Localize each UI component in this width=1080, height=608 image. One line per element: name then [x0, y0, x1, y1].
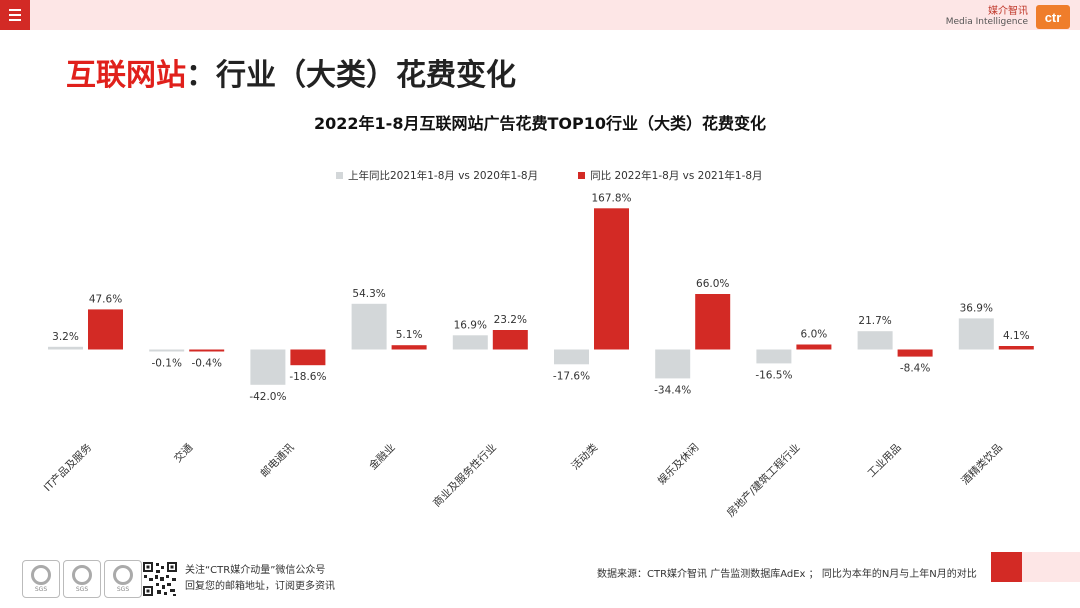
bar-prev-1	[149, 349, 185, 352]
data-label-prev-6: -34.4%	[654, 384, 691, 396]
sgs-label: SGS	[116, 586, 130, 593]
bar-curr-2	[290, 349, 326, 366]
data-label-prev-4: 16.9%	[454, 319, 487, 331]
legend-swatch-prev	[336, 172, 343, 179]
bar-curr-3	[391, 345, 427, 350]
category-label-3: 金融业	[366, 441, 397, 472]
category-label-2: 邮电通讯	[258, 441, 297, 480]
data-label-curr-1: -0.4%	[191, 358, 221, 370]
data-source: 数据来源：CTR媒介智讯 广告监测数据库AdEx ； 同比为本年的N月与上年N月…	[597, 569, 977, 580]
data-label-curr-6: 66.0%	[696, 278, 729, 290]
footer-pink-block	[1022, 552, 1080, 582]
legend-item-curr: 同比 2022年1-8月 vs 2021年1-8月	[578, 168, 763, 183]
legend-label-curr: 同比 2022年1-8月 vs 2021年1-8月	[590, 170, 763, 182]
legend-label-prev: 上年同比2021年1-8月 vs 2020年1-8月	[348, 170, 539, 182]
follow-line-1: 关注“CTR媒介动量”微信公众号	[185, 565, 326, 576]
data-label-curr-9: 4.1%	[1003, 330, 1030, 342]
data-label-curr-7: 6.0%	[801, 329, 828, 341]
bar-prev-5	[554, 349, 589, 365]
brand-en: Media Intelligence	[945, 17, 1028, 27]
bar-curr-5	[594, 208, 629, 350]
sgs-badge-icon: SGS	[63, 560, 101, 598]
data-label-prev-8: 21.7%	[858, 315, 891, 327]
bar-prev-3	[351, 303, 387, 350]
data-label-curr-5: 167.8%	[591, 192, 631, 204]
chart-title: 2022年1-8月互联网站广告花费TOP10行业（大类）花费变化	[314, 114, 766, 133]
bar-curr-0	[88, 309, 123, 350]
data-label-curr-3: 5.1%	[396, 329, 423, 341]
category-label-5: 活动类	[569, 441, 601, 473]
sgs-badge-icon: SGS	[22, 560, 60, 598]
sgs-label: SGS	[34, 586, 48, 593]
sgs-label: SGS	[75, 586, 89, 593]
bar-prev-4	[452, 335, 488, 350]
data-label-prev-5: -17.6%	[553, 370, 590, 382]
bar-prev-6	[655, 349, 691, 379]
data-label-prev-2: -42.0%	[249, 391, 286, 403]
bar-curr-8	[897, 349, 933, 357]
data-label-curr-4: 23.2%	[494, 314, 527, 326]
bar-curr-1	[189, 349, 225, 352]
bar-curr-4	[492, 330, 528, 350]
menu-icon[interactable]	[0, 0, 30, 30]
follow-line-2: 回复您的邮箱地址，订阅更多资讯	[185, 581, 335, 592]
brand-cn: 媒介智讯	[988, 6, 1028, 17]
data-label-prev-0: 3.2%	[52, 331, 79, 343]
data-label-curr-8: -8.4%	[900, 363, 930, 375]
bar-prev-9	[958, 318, 994, 350]
data-label-prev-9: 36.9%	[960, 302, 993, 314]
category-label-9: 酒精类饮品	[959, 441, 1005, 487]
page-title-red: 互联网站	[66, 58, 186, 93]
category-label-1: 交通	[171, 441, 195, 465]
bar-prev-8	[857, 331, 893, 350]
footer-red-block	[991, 552, 1022, 582]
data-label-curr-0: 47.6%	[89, 293, 122, 305]
category-label-4: 商业及服务性行业	[430, 441, 499, 510]
bar-curr-7	[796, 344, 832, 350]
chart-legend: 上年同比2021年1-8月 vs 2020年1-8月 同比 2022年1-8月 …	[336, 168, 763, 183]
sgs-badge-icon: SGS	[104, 560, 142, 598]
bar-curr-6	[695, 294, 731, 350]
ctr-logo: ctr	[1036, 5, 1070, 29]
page-title-black: ：行业（大类）花费变化	[186, 58, 516, 93]
bar-curr-9	[998, 346, 1034, 350]
follow-text: 关注“CTR媒介动量”微信公众号 回复您的邮箱地址，订阅更多资讯	[185, 563, 335, 595]
legend-swatch-curr	[578, 172, 586, 179]
qr-code-icon	[142, 561, 178, 597]
data-label-curr-2: -18.6%	[289, 371, 326, 383]
legend-item-prev: 上年同比2021年1-8月 vs 2020年1-8月	[336, 168, 538, 183]
category-label-6: 娱乐及休闲	[655, 441, 701, 487]
top-bar: 媒介智讯 Media Intelligence ctr	[0, 0, 1080, 30]
category-label-0: IT产品及服务	[41, 441, 94, 494]
certifications: SGS SGS SGS	[22, 560, 142, 598]
bar-chart: 3.2% 47.6% IT产品及服务 -0.1% -0.4% 交通 -42.0%-18.6%…	[41, 192, 1034, 520]
category-label-8: 工业用品	[866, 442, 904, 480]
data-label-prev-1: -0.1%	[151, 358, 181, 370]
page-title: 互联网站：行业（大类）花费变化	[66, 50, 516, 94]
category-label-7: 房地产/建筑工程行业	[724, 441, 803, 520]
data-label-prev-3: 54.3%	[352, 288, 385, 300]
data-label-prev-7: -16.5%	[755, 369, 792, 381]
bar-prev-0	[48, 346, 83, 350]
bar-prev-2	[250, 349, 286, 385]
bar-prev-7	[756, 349, 792, 364]
brand: 媒介智讯 Media Intelligence ctr	[946, 5, 1070, 29]
